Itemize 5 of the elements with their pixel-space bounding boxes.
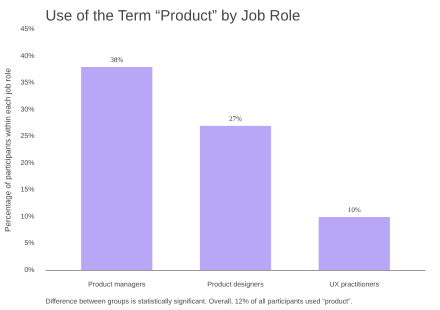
chart-title: Use of the Term “Product” by Job Role [46,8,300,24]
bar [200,126,272,270]
y-axis-title: Percentage of participants within each job role [3,68,12,232]
bar [318,216,390,270]
bar [81,66,152,270]
